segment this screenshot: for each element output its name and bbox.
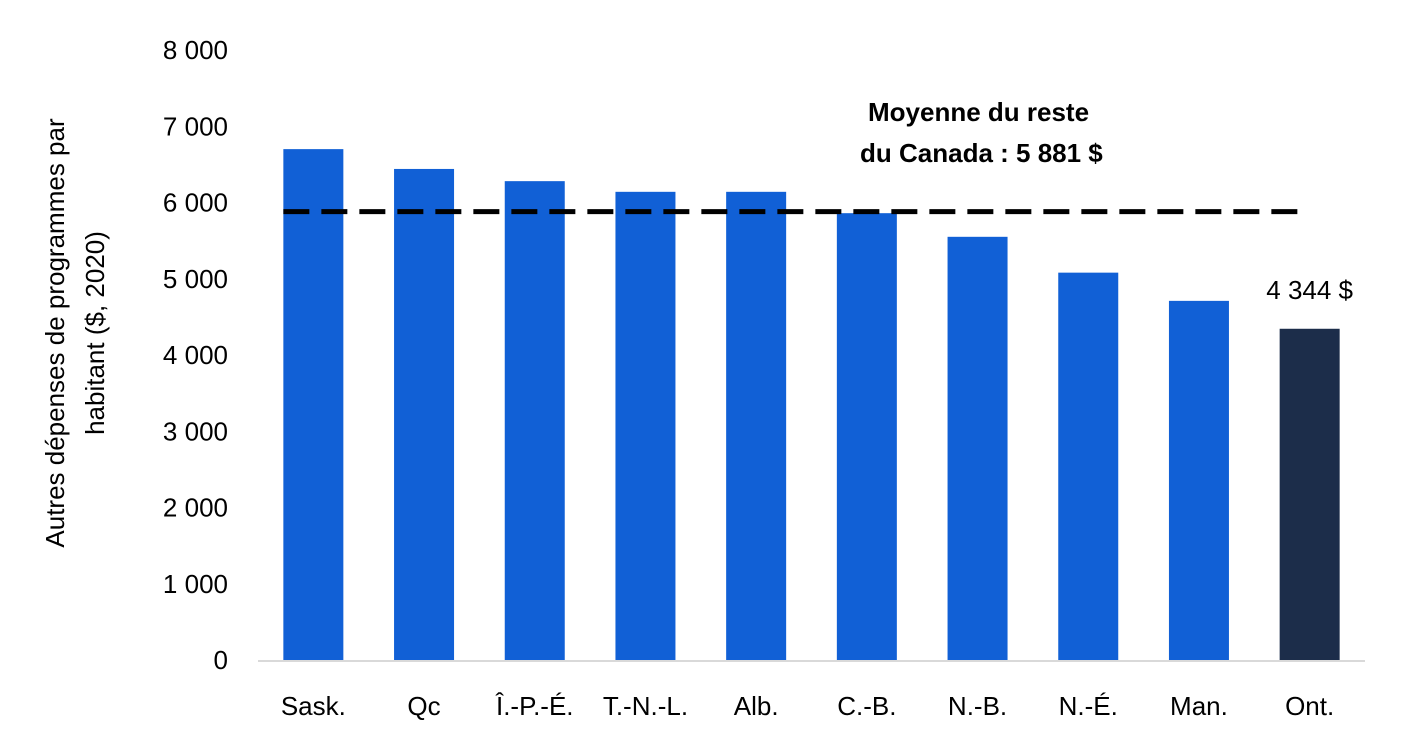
y-tick-label: 7 000: [163, 111, 228, 141]
average-annotation-line-2: du Canada : 5 881 $: [860, 138, 1103, 168]
y-axis-label: Autres dépenses de programmes par habita…: [40, 118, 110, 548]
y-tick-label: 8 000: [163, 35, 228, 65]
category-label: Qc: [407, 691, 440, 721]
bar-3: [504, 181, 565, 660]
average-annotation-line-1: Moyenne du reste: [868, 97, 1089, 127]
category-label: Ont.: [1285, 691, 1334, 721]
bar-7: [947, 236, 1008, 660]
category-label: N.-B.: [948, 691, 1007, 721]
bar-2: [394, 168, 455, 660]
y-axis-ticks: 0 1 000 2 000 3 000 4 000 5 000 6 000 7 000 8 00…: [163, 35, 228, 675]
y-tick-label: 0: [214, 645, 228, 675]
y-tick-label: 1 000: [163, 569, 228, 599]
y-tick-label: 5 000: [163, 264, 228, 294]
y-axis-label-line-2: habitant ($, 2020): [80, 231, 110, 435]
category-label: Alb.: [734, 691, 779, 721]
bar-1: [283, 149, 344, 660]
bar-10: [1279, 328, 1340, 660]
category-label: T.-N.-L.: [603, 691, 688, 721]
bar-9: [1168, 300, 1229, 660]
y-tick-label: 4 000: [163, 340, 228, 370]
y-tick-label: 3 000: [163, 416, 228, 446]
bar-8: [1058, 272, 1119, 660]
bar-5: [726, 191, 787, 660]
category-label: Î.-P.-É.: [495, 691, 574, 721]
x-axis-categories: Sask. Qc Î.-P.-É. T.-N.-L. Alb. C.-B. N.-B. N.-…: [281, 691, 1334, 721]
category-label: Man.: [1170, 691, 1228, 721]
category-label: Sask.: [281, 691, 346, 721]
y-axis-label-line-1: Autres dépenses de programmes par: [40, 118, 70, 548]
y-tick-label: 2 000: [163, 493, 228, 523]
bars: [283, 149, 1340, 661]
bar-4: [615, 191, 676, 660]
category-label: N.-É.: [1059, 691, 1118, 721]
y-tick-label: 6 000: [163, 188, 228, 218]
category-label: C.-B.: [837, 691, 896, 721]
bar-6: [836, 213, 897, 661]
data-label-ontario: 4 344 $: [1266, 275, 1353, 305]
